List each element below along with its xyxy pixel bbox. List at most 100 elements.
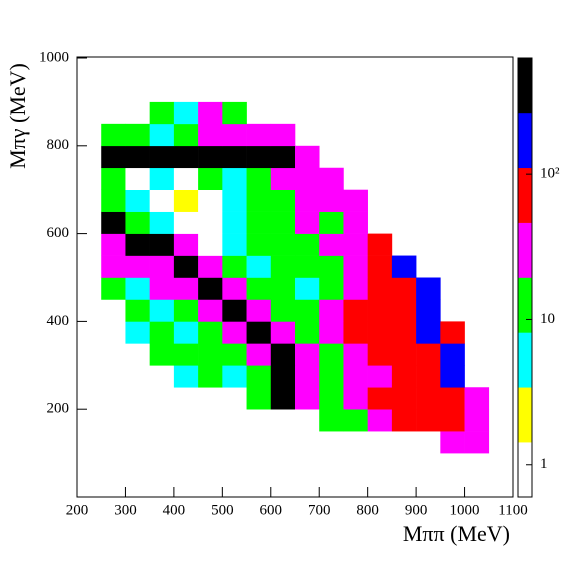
colorbar-band [518,442,532,498]
cell [198,189,223,212]
cell [343,299,368,322]
cell [222,343,247,366]
cell [464,409,490,432]
cell [222,277,247,300]
colorbar-band [518,277,532,333]
colorbar-band [518,387,532,443]
cell [149,189,175,212]
cell [343,409,368,432]
cell [222,145,247,169]
cell [440,409,465,432]
cell [343,343,368,366]
cell [440,343,465,366]
cell [295,299,320,322]
cell [391,343,417,366]
cell [125,277,150,300]
cell [125,167,150,190]
cell [270,365,296,388]
cell [270,387,296,410]
y-tick-label: 200 [47,401,70,417]
y-tick-label: 600 [47,225,70,241]
cell [198,123,223,147]
x-tick-label: 300 [114,502,137,518]
colorbar-band [518,167,532,223]
y-tick-label: 800 [47,137,70,153]
cell [319,299,344,322]
cell [125,211,150,234]
cell [367,255,393,278]
cell [173,277,199,300]
colorbar-band [518,332,532,388]
cell [125,321,150,344]
cell [101,211,126,234]
cell [149,123,175,147]
x-tick-label: 800 [356,502,379,518]
cell [295,277,320,300]
x-tick-label: 400 [163,502,186,518]
cell [246,189,272,212]
cell [295,189,320,212]
cell [246,277,272,300]
cell [125,255,150,278]
cell [295,387,320,410]
cell [149,321,175,344]
cell [198,233,223,256]
cell [198,167,223,190]
cell [416,277,441,300]
cell [149,145,175,169]
cell [440,387,465,410]
cell [416,321,441,344]
cell [173,255,199,278]
cell [149,101,175,125]
x-tick-label: 500 [211,502,234,518]
cell [391,299,417,322]
cell [198,211,223,234]
cell [416,387,441,410]
cell [173,343,199,366]
cell [125,189,150,212]
colorbar-tick-label: 10 [540,311,555,327]
cell [270,189,296,212]
cell [198,255,223,278]
cell [319,255,344,278]
x-tick-label: 200 [66,502,89,518]
cell [222,211,247,234]
cell [101,233,126,256]
cell [173,365,199,388]
cell [173,233,199,256]
colorbar-tick-label: 10² [540,166,560,182]
cell [149,277,175,300]
cell [416,365,441,388]
x-tick-label: 1100 [498,502,527,518]
cell [343,189,368,212]
colorbar-band [518,58,532,114]
cell [222,321,247,344]
cell [319,277,344,300]
cell [149,255,175,278]
cell [222,167,247,190]
cell [270,321,296,344]
cell [270,277,296,300]
cell [319,409,344,432]
cell [149,167,175,190]
cell [173,189,199,212]
colorbar-band [518,222,532,278]
cell [125,233,150,256]
plot-frame [76,56,514,498]
cell [198,277,223,300]
cell [319,387,344,410]
cell [367,343,393,366]
cell [367,299,393,322]
cell [270,167,296,190]
cell [367,409,393,432]
cell [367,387,393,410]
cell [440,431,465,454]
cell [246,211,272,234]
cell [173,167,199,190]
cell [343,255,368,278]
cell [222,299,247,322]
x-tick-label: 1000 [450,502,480,518]
cell [246,145,272,169]
cell [319,343,344,366]
cell [319,167,344,190]
